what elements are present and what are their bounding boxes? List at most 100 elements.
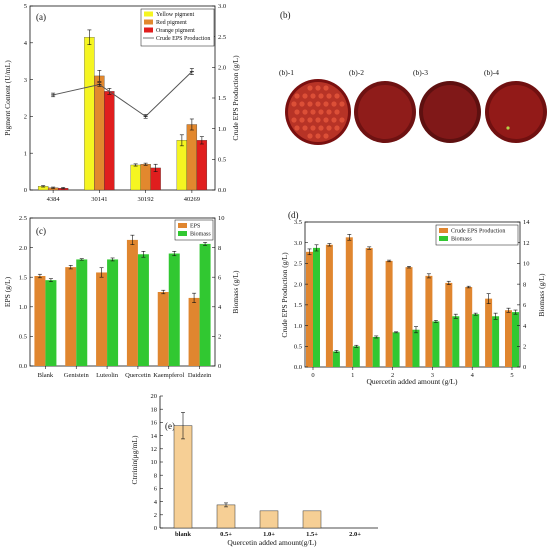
y-tick-label: 2.0	[19, 245, 27, 252]
colony	[318, 125, 324, 131]
y-tick-label: 0.5	[19, 334, 27, 341]
eps-line	[53, 71, 193, 118]
panel-b-label: (b)	[280, 10, 291, 20]
x-tick-label: 1.5+	[306, 531, 318, 538]
plate-2: (b)-2	[349, 68, 416, 143]
y2-tick-label: 2.0	[218, 65, 226, 72]
bar-eps	[485, 298, 493, 367]
y-tick-label: 3.5	[294, 219, 302, 226]
x-tick-label: 1.0+	[263, 531, 275, 538]
y-tick-label: 0.0	[19, 363, 27, 370]
y2-tick-label: 1.5	[218, 95, 226, 102]
y-tick-label: 6	[154, 486, 158, 493]
bar-citrinin	[259, 510, 279, 529]
y2-tick-label: 3.0	[218, 3, 226, 10]
legend-swatch-eps	[439, 228, 448, 233]
colony	[310, 125, 316, 131]
colony	[294, 109, 300, 115]
plate-4-surface	[489, 85, 543, 139]
x-tick-label: 5	[510, 372, 513, 379]
panel-c-legend: EPS Biomass	[174, 219, 214, 241]
y-tick-label: 4	[24, 40, 28, 47]
colony	[331, 101, 337, 107]
bar-orange	[104, 91, 115, 191]
legend-label-yellow: Yellow pigment	[156, 12, 195, 18]
colony	[294, 93, 300, 99]
bar-biomass	[313, 247, 320, 367]
colony	[334, 93, 340, 99]
bar-eps	[96, 272, 108, 366]
y-tick-label: 2.5	[294, 261, 302, 268]
bar-eps	[345, 237, 353, 367]
y-tick-label: 0.0	[294, 364, 302, 371]
legend-swatch-biomass	[439, 236, 448, 241]
colony	[315, 133, 321, 139]
colony	[339, 117, 345, 123]
colony	[323, 133, 329, 139]
y2-tick-label: 10	[218, 215, 225, 222]
panel-a-y2label: Crude EPS Production (g/L)	[231, 55, 240, 141]
bar-eps	[188, 297, 200, 366]
y-tick-label: 20	[151, 393, 158, 400]
x-tick-label: 0	[311, 372, 314, 379]
bar-eps	[405, 267, 413, 367]
colony	[339, 101, 345, 107]
bar-eps	[445, 282, 453, 367]
panel-a-label: (a)	[36, 12, 46, 22]
y2-tick-label: 0.5	[218, 157, 226, 164]
y2-tick-label: 4	[523, 323, 527, 330]
plate-1-label: (b)-1	[279, 68, 294, 77]
panel-d-y2label: Biomass (g/L)	[537, 273, 546, 317]
colony	[315, 85, 321, 91]
panel-d-legend: Crude EPS Production Biomass	[435, 224, 519, 246]
x-tick-label: 1	[351, 372, 354, 379]
legend-label-eps: Crude EPS Production	[156, 36, 210, 42]
y2-tick-label: 8	[523, 281, 526, 288]
panel-e: (e) Ctrrinin(μg/mL) Quercetin added amou…	[130, 393, 378, 547]
panel-c-ylabel: EPS (g/L)	[3, 276, 12, 307]
legend-label-orange: Orange pigment	[156, 28, 195, 34]
colony	[307, 101, 313, 107]
colony	[318, 109, 324, 115]
y-tick-label: 1.0	[294, 323, 302, 330]
colony	[299, 117, 305, 123]
x-tick-label: 40269	[184, 196, 200, 203]
bar-red	[186, 124, 198, 191]
bar-biomass	[76, 259, 88, 366]
bar-red	[94, 75, 105, 191]
colony	[326, 125, 332, 131]
y-tick-label: 0	[154, 525, 157, 532]
legend-swatch-biomass	[178, 231, 187, 236]
bar-eps	[385, 260, 393, 367]
panel-d-xlabel: Quercetin added amount (g/L)	[366, 377, 458, 386]
x-tick-label: blank	[175, 531, 191, 538]
legend-box	[435, 224, 519, 246]
panel-d: (d) Crude EPS Production (g/L) Biomass (…	[280, 210, 546, 386]
y-tick-label: 5	[24, 3, 27, 10]
bar-yellow	[130, 164, 141, 191]
x-tick-label: Quercetin	[125, 372, 151, 379]
colony	[310, 93, 316, 99]
colony	[299, 101, 305, 107]
panel-a: (a) Pigment Content (U/mL) Crude EPS Pro…	[3, 3, 240, 203]
y2-tick-label: 8	[218, 245, 221, 252]
x-tick-label: 3	[431, 372, 434, 379]
legend-label-eps: EPS	[190, 224, 200, 230]
bar-biomass	[472, 314, 480, 367]
y-tick-label: 16	[151, 420, 158, 427]
plate-1: (b)-1	[279, 68, 351, 145]
bar-eps	[34, 276, 46, 366]
y2-tick-label: 2	[523, 343, 526, 350]
y-tick-label: 2	[154, 512, 157, 519]
bar-eps	[65, 267, 77, 366]
y2-tick-label: 2	[218, 334, 221, 341]
panel-a-legend: Yellow pigment Red pigment Orange pigmen…	[140, 8, 215, 47]
plate-4: (b)-4	[484, 68, 547, 143]
y2-tick-label: 12	[523, 240, 530, 247]
panel-a-ylabel: Pigment Content (U/mL)	[3, 60, 12, 136]
y2-tick-label: 2.5	[218, 34, 226, 41]
colony	[291, 117, 297, 123]
bar-eps	[365, 248, 373, 367]
plate-3: (b)-3	[413, 68, 481, 143]
legend-box	[140, 8, 215, 47]
